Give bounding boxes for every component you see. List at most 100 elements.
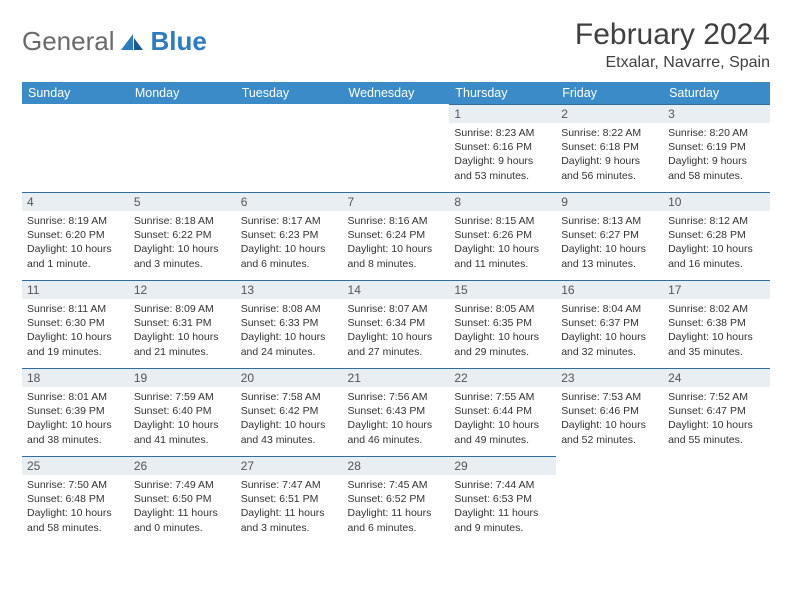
day-info: Sunrise: 8:04 AMSunset: 6:37 PMDaylight:…: [556, 299, 663, 359]
day-number: 28: [343, 456, 450, 475]
day-cell: [22, 104, 129, 192]
sail-icon: [119, 32, 147, 52]
day-info: Sunrise: 7:47 AMSunset: 6:51 PMDaylight:…: [236, 475, 343, 535]
day-number: 18: [22, 368, 129, 387]
day-cell: 19Sunrise: 7:59 AMSunset: 6:40 PMDayligh…: [129, 368, 236, 456]
day-number: 24: [663, 368, 770, 387]
day-number: 27: [236, 456, 343, 475]
day-info: Sunrise: 8:08 AMSunset: 6:33 PMDaylight:…: [236, 299, 343, 359]
day-number: 1: [449, 104, 556, 123]
day-cell: 26Sunrise: 7:49 AMSunset: 6:50 PMDayligh…: [129, 456, 236, 544]
day-info: Sunrise: 8:07 AMSunset: 6:34 PMDaylight:…: [343, 299, 450, 359]
day-cell: [343, 104, 450, 192]
week-row: 18Sunrise: 8:01 AMSunset: 6:39 PMDayligh…: [22, 368, 770, 456]
day-info: Sunrise: 7:59 AMSunset: 6:40 PMDaylight:…: [129, 387, 236, 447]
day-number: 7: [343, 192, 450, 211]
day-number: 5: [129, 192, 236, 211]
location: Etxalar, Navarre, Spain: [575, 54, 770, 72]
day-number: 12: [129, 280, 236, 299]
day-cell: 15Sunrise: 8:05 AMSunset: 6:35 PMDayligh…: [449, 280, 556, 368]
day-cell: 7Sunrise: 8:16 AMSunset: 6:24 PMDaylight…: [343, 192, 450, 280]
header: General Blue February 2024 Etxalar, Nava…: [22, 18, 770, 72]
day-info: Sunrise: 7:53 AMSunset: 6:46 PMDaylight:…: [556, 387, 663, 447]
day-info: Sunrise: 7:55 AMSunset: 6:44 PMDaylight:…: [449, 387, 556, 447]
day-info: Sunrise: 8:09 AMSunset: 6:31 PMDaylight:…: [129, 299, 236, 359]
day-info: Sunrise: 8:12 AMSunset: 6:28 PMDaylight:…: [663, 211, 770, 271]
day-number: 17: [663, 280, 770, 299]
day-info: Sunrise: 8:16 AMSunset: 6:24 PMDaylight:…: [343, 211, 450, 271]
day-number: 6: [236, 192, 343, 211]
day-cell: 12Sunrise: 8:09 AMSunset: 6:31 PMDayligh…: [129, 280, 236, 368]
day-number: 16: [556, 280, 663, 299]
day-info: Sunrise: 8:13 AMSunset: 6:27 PMDaylight:…: [556, 211, 663, 271]
day-cell: 25Sunrise: 7:50 AMSunset: 6:48 PMDayligh…: [22, 456, 129, 544]
title-block: February 2024 Etxalar, Navarre, Spain: [575, 18, 770, 72]
day-number: 22: [449, 368, 556, 387]
day-info: Sunrise: 7:49 AMSunset: 6:50 PMDaylight:…: [129, 475, 236, 535]
week-row: 11Sunrise: 8:11 AMSunset: 6:30 PMDayligh…: [22, 280, 770, 368]
day-cell: 22Sunrise: 7:55 AMSunset: 6:44 PMDayligh…: [449, 368, 556, 456]
week-row: 25Sunrise: 7:50 AMSunset: 6:48 PMDayligh…: [22, 456, 770, 544]
day-number: 11: [22, 280, 129, 299]
calendar-table: Sunday Monday Tuesday Wednesday Thursday…: [22, 82, 770, 544]
day-cell: 20Sunrise: 7:58 AMSunset: 6:42 PMDayligh…: [236, 368, 343, 456]
day-number: 29: [449, 456, 556, 475]
day-cell: 11Sunrise: 8:11 AMSunset: 6:30 PMDayligh…: [22, 280, 129, 368]
day-cell: 8Sunrise: 8:15 AMSunset: 6:26 PMDaylight…: [449, 192, 556, 280]
day-number: 2: [556, 104, 663, 123]
col-monday: Monday: [129, 82, 236, 104]
day-number: 14: [343, 280, 450, 299]
day-info: Sunrise: 8:17 AMSunset: 6:23 PMDaylight:…: [236, 211, 343, 271]
day-info: Sunrise: 7:58 AMSunset: 6:42 PMDaylight:…: [236, 387, 343, 447]
day-cell: [236, 104, 343, 192]
day-cell: 10Sunrise: 8:12 AMSunset: 6:28 PMDayligh…: [663, 192, 770, 280]
day-info: Sunrise: 8:18 AMSunset: 6:22 PMDaylight:…: [129, 211, 236, 271]
day-number: 26: [129, 456, 236, 475]
day-header-row: Sunday Monday Tuesday Wednesday Thursday…: [22, 82, 770, 104]
week-row: 1Sunrise: 8:23 AMSunset: 6:16 PMDaylight…: [22, 104, 770, 192]
day-info: Sunrise: 7:45 AMSunset: 6:52 PMDaylight:…: [343, 475, 450, 535]
day-cell: 24Sunrise: 7:52 AMSunset: 6:47 PMDayligh…: [663, 368, 770, 456]
day-number: 3: [663, 104, 770, 123]
col-saturday: Saturday: [663, 82, 770, 104]
day-info: Sunrise: 8:01 AMSunset: 6:39 PMDaylight:…: [22, 387, 129, 447]
col-sunday: Sunday: [22, 82, 129, 104]
day-cell: 9Sunrise: 8:13 AMSunset: 6:27 PMDaylight…: [556, 192, 663, 280]
day-cell: [556, 456, 663, 544]
day-cell: 27Sunrise: 7:47 AMSunset: 6:51 PMDayligh…: [236, 456, 343, 544]
col-friday: Friday: [556, 82, 663, 104]
day-number: 21: [343, 368, 450, 387]
day-cell: 13Sunrise: 8:08 AMSunset: 6:33 PMDayligh…: [236, 280, 343, 368]
brand-name-1: General: [22, 26, 115, 57]
day-cell: 16Sunrise: 8:04 AMSunset: 6:37 PMDayligh…: [556, 280, 663, 368]
day-info: Sunrise: 8:19 AMSunset: 6:20 PMDaylight:…: [22, 211, 129, 271]
day-cell: 17Sunrise: 8:02 AMSunset: 6:38 PMDayligh…: [663, 280, 770, 368]
day-cell: 28Sunrise: 7:45 AMSunset: 6:52 PMDayligh…: [343, 456, 450, 544]
day-number: 10: [663, 192, 770, 211]
day-info: Sunrise: 7:52 AMSunset: 6:47 PMDaylight:…: [663, 387, 770, 447]
day-cell: 14Sunrise: 8:07 AMSunset: 6:34 PMDayligh…: [343, 280, 450, 368]
day-cell: 6Sunrise: 8:17 AMSunset: 6:23 PMDaylight…: [236, 192, 343, 280]
day-info: Sunrise: 8:05 AMSunset: 6:35 PMDaylight:…: [449, 299, 556, 359]
col-thursday: Thursday: [449, 82, 556, 104]
day-number: 20: [236, 368, 343, 387]
week-row: 4Sunrise: 8:19 AMSunset: 6:20 PMDaylight…: [22, 192, 770, 280]
day-number: 23: [556, 368, 663, 387]
day-number: 4: [22, 192, 129, 211]
day-cell: 21Sunrise: 7:56 AMSunset: 6:43 PMDayligh…: [343, 368, 450, 456]
month-title: February 2024: [575, 18, 770, 52]
brand-logo: General Blue: [22, 26, 207, 57]
day-cell: 5Sunrise: 8:18 AMSunset: 6:22 PMDaylight…: [129, 192, 236, 280]
day-cell: 3Sunrise: 8:20 AMSunset: 6:19 PMDaylight…: [663, 104, 770, 192]
day-info: Sunrise: 8:22 AMSunset: 6:18 PMDaylight:…: [556, 123, 663, 183]
day-info: Sunrise: 8:23 AMSunset: 6:16 PMDaylight:…: [449, 123, 556, 183]
day-number: 15: [449, 280, 556, 299]
day-info: Sunrise: 7:56 AMSunset: 6:43 PMDaylight:…: [343, 387, 450, 447]
day-cell: 23Sunrise: 7:53 AMSunset: 6:46 PMDayligh…: [556, 368, 663, 456]
day-cell: [129, 104, 236, 192]
day-cell: 18Sunrise: 8:01 AMSunset: 6:39 PMDayligh…: [22, 368, 129, 456]
day-number: 19: [129, 368, 236, 387]
day-number: 8: [449, 192, 556, 211]
day-info: Sunrise: 7:50 AMSunset: 6:48 PMDaylight:…: [22, 475, 129, 535]
day-cell: 2Sunrise: 8:22 AMSunset: 6:18 PMDaylight…: [556, 104, 663, 192]
